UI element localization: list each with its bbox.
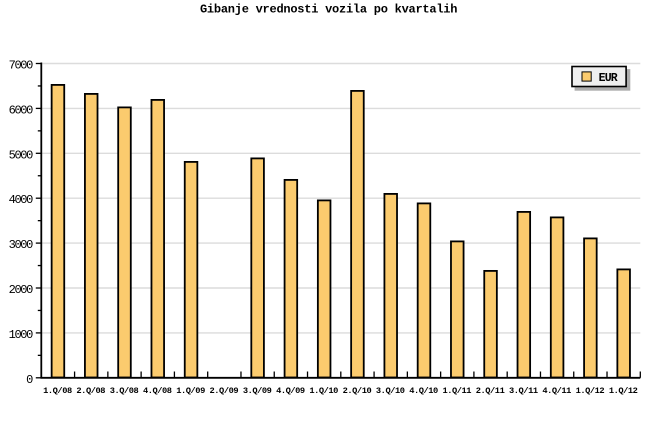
svg-text:2.Q/11: 2.Q/11 xyxy=(476,386,505,396)
svg-text:4.Q/08: 4.Q/08 xyxy=(143,386,172,396)
svg-text:0: 0 xyxy=(26,373,33,387)
svg-text:3000: 3000 xyxy=(9,238,33,252)
svg-text:1.Q/11: 1.Q/11 xyxy=(442,386,471,396)
svg-text:4000: 4000 xyxy=(9,193,33,207)
svg-text:5000: 5000 xyxy=(9,148,33,162)
svg-text:1.Q/10: 1.Q/10 xyxy=(309,386,338,396)
svg-text:3.Q/09: 3.Q/09 xyxy=(243,386,272,396)
svg-text:2.Q/09: 2.Q/09 xyxy=(210,386,239,396)
svg-text:1.Q/12: 1.Q/12 xyxy=(576,386,605,396)
svg-text:3.Q/11: 3.Q/11 xyxy=(509,386,538,396)
svg-text:4.Q/10: 4.Q/10 xyxy=(409,386,438,396)
svg-text:1.Q/09: 1.Q/09 xyxy=(176,386,205,396)
svg-text:2.Q/10: 2.Q/10 xyxy=(343,386,372,396)
svg-text:7000: 7000 xyxy=(9,59,33,73)
svg-text:EUR: EUR xyxy=(599,72,618,85)
svg-text:1000: 1000 xyxy=(9,328,33,342)
svg-text:3.Q/10: 3.Q/10 xyxy=(376,386,405,396)
svg-text:1.Q/12: 1.Q/12 xyxy=(609,386,638,396)
svg-text:1.Q/08: 1.Q/08 xyxy=(43,386,72,396)
svg-text:Gibanje vrednosti vozila po kv: Gibanje vrednosti vozila po kvartalih xyxy=(200,3,457,17)
svg-text:3.Q/08: 3.Q/08 xyxy=(110,386,139,396)
svg-text:6000: 6000 xyxy=(9,103,33,117)
svg-text:4.Q/09: 4.Q/09 xyxy=(276,386,305,396)
svg-text:4.Q/11: 4.Q/11 xyxy=(542,386,571,396)
svg-text:2.Q/08: 2.Q/08 xyxy=(76,386,105,396)
svg-text:2000: 2000 xyxy=(9,283,33,297)
